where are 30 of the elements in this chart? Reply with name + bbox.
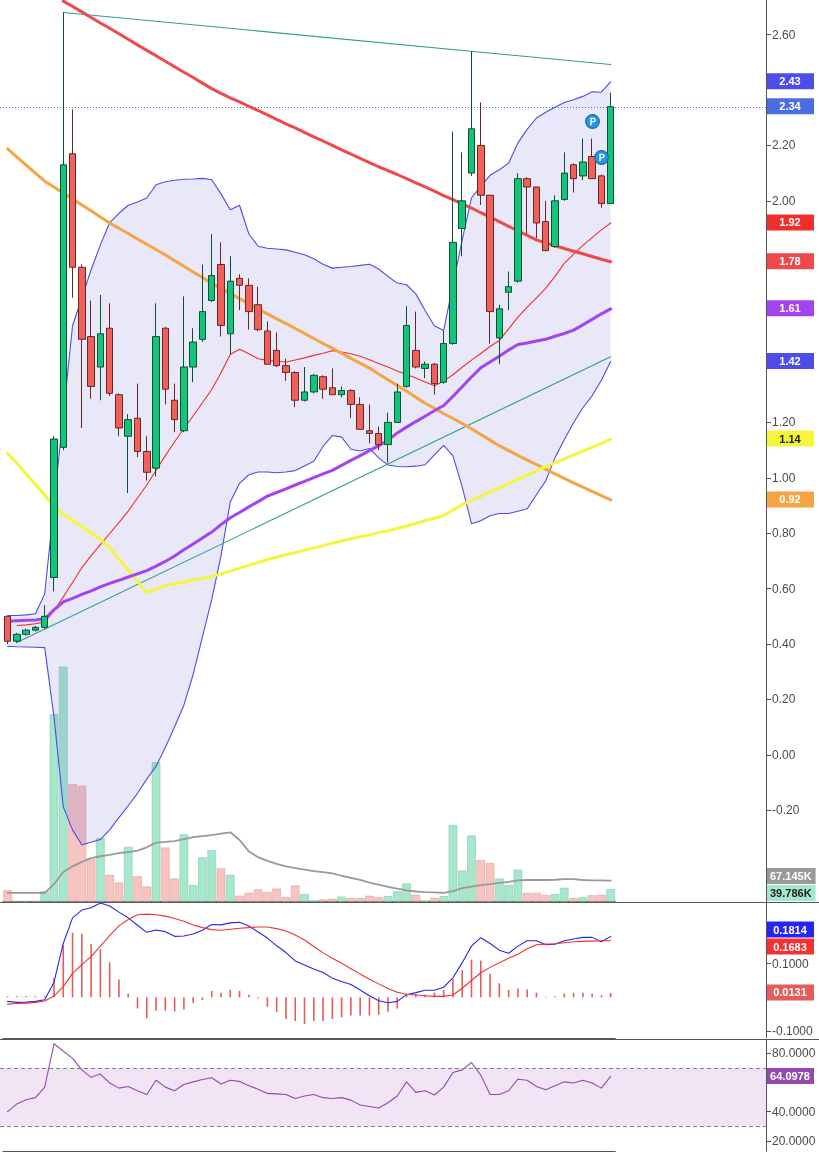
text: 39.786K [770,886,812,899]
y-tick-label: 2.00 [772,193,796,208]
text: 1.14 [779,432,802,445]
y-tick-label: 2.60 [772,27,796,42]
text: 2.43 [779,75,801,88]
y-tick-label: -0.1000 [772,1024,814,1039]
y-tick-label: 0.1000 [772,956,810,971]
text: 0.1814 [773,923,808,936]
y-tick-label: 0.40 [772,637,796,651]
y-tick-label: 2.20 [772,138,796,153]
ref-line-label: 2.34 [779,100,802,113]
y-tick-label: 1.20 [772,415,796,430]
y-tick-label: 40.0000 [772,1104,816,1119]
text: 67.145K [770,869,812,882]
text: 64.0978 [770,1069,810,1082]
text: 1.42 [779,354,801,367]
y-tick-label: 0.60 [772,581,796,596]
text: 1.78 [779,255,801,268]
y-tick-label: 1.00 [772,470,796,485]
y-tick-label: 0.20 [772,692,796,707]
text: 0.1683 [773,940,807,953]
text: 1.61 [779,302,801,315]
text: 0.0131 [773,986,807,999]
y-tick-label: -0.20 [772,803,800,818]
y-tick-label: 80.0000 [772,1046,816,1061]
y-tick-label: 0.80 [772,526,796,541]
y-tick-label: 0.00 [772,747,796,762]
text: 1.92 [779,216,801,229]
y-tick-label: 20.0000 [772,1133,816,1148]
text: 0.92 [779,493,801,506]
